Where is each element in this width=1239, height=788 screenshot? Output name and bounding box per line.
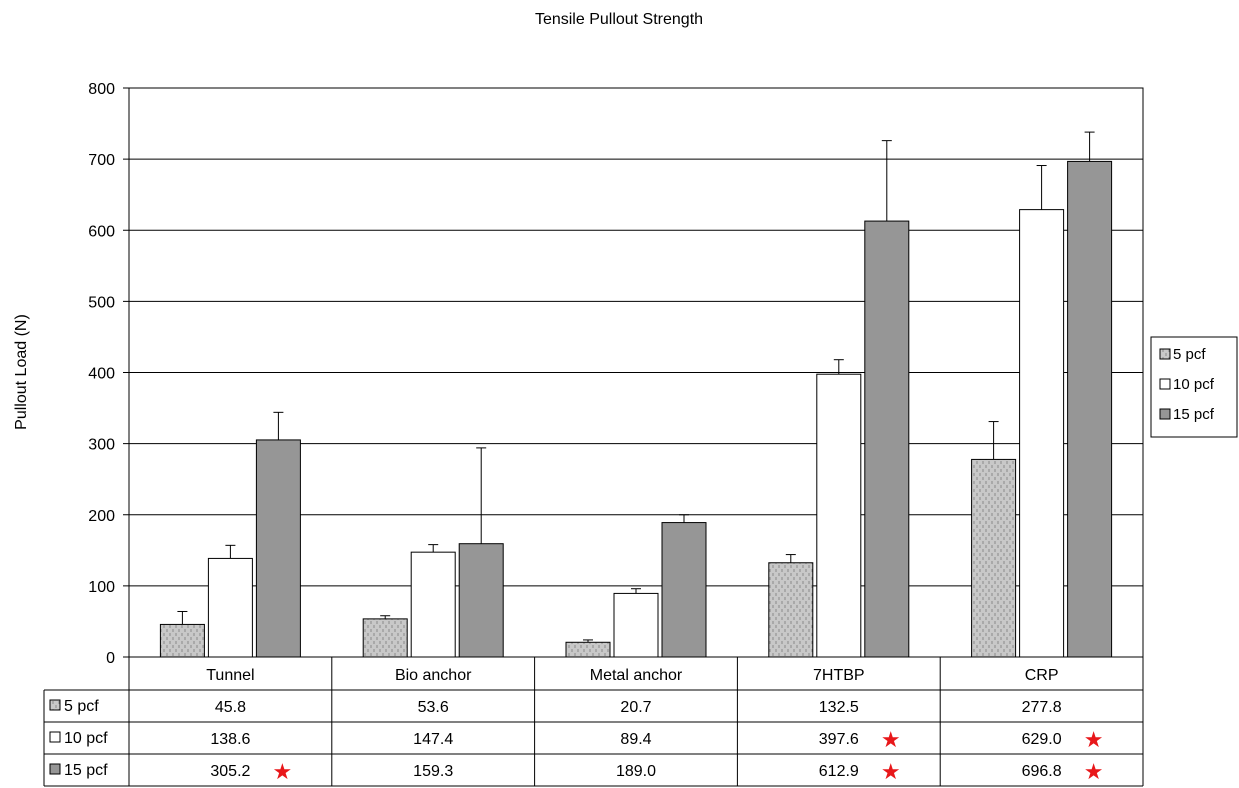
y-axis-label: Pullout Load (N) xyxy=(13,314,30,430)
bar-10-pcf-7htbp xyxy=(816,373,862,658)
y-axis-ticks: 0 100 200 300 400 500 600 700 800 xyxy=(88,81,129,667)
significance-star-icon: ★ xyxy=(273,759,293,784)
legend-entry: 15 pcf xyxy=(1173,406,1215,423)
data-label: 89.4 xyxy=(620,731,651,748)
bars xyxy=(159,160,1113,658)
data-label: 53.6 xyxy=(418,699,449,716)
bar-5-pcf-bio-anchor xyxy=(362,618,408,658)
legend: 5 pcf 10 pcf 15 pcf xyxy=(1150,336,1238,438)
error-bars xyxy=(177,131,1095,643)
legend-entry: 5 pcf xyxy=(1173,346,1206,363)
table-series-swatch xyxy=(49,763,61,775)
data-label: 189.0 xyxy=(616,763,656,780)
significance-star-icon: ★ xyxy=(1084,759,1104,784)
data-label: 147.4 xyxy=(413,731,453,748)
data-table: Tunnel Bio anchor Metal anchor 7HTBP CRP 5 pc… xyxy=(43,656,1144,787)
chart-title: Tensile Pullout Strength xyxy=(535,11,703,28)
bar-15-pcf-metal-anchor xyxy=(661,522,707,658)
bar-15-pcf-bio-anchor xyxy=(458,543,504,658)
legend-entry: 10 pcf xyxy=(1173,376,1215,393)
bar-15-pcf-crp xyxy=(1067,160,1113,658)
bar-5-pcf-metal-anchor xyxy=(565,641,611,658)
data-label: 132.5 xyxy=(819,699,859,716)
data-label: 138.6 xyxy=(210,731,250,748)
data-label: 629.0 xyxy=(1022,731,1062,748)
category-label: Tunnel xyxy=(206,667,254,684)
bar-15-pcf-tunnel xyxy=(255,439,301,658)
data-label: 305.2 xyxy=(210,763,250,780)
y-tick-label: 700 xyxy=(88,152,115,169)
legend-swatch xyxy=(1159,348,1171,360)
significance-star-icon: ★ xyxy=(881,727,901,752)
y-tick-label: 400 xyxy=(88,366,115,383)
legend-swatch xyxy=(1159,378,1171,390)
data-label: 397.6 xyxy=(819,731,859,748)
bar-15-pcf-7htbp xyxy=(864,220,910,658)
y-tick-label: 100 xyxy=(88,579,115,596)
table-series-swatch xyxy=(49,731,61,743)
y-tick-label: 800 xyxy=(88,81,115,98)
table-series-name: 15 pcf xyxy=(64,762,108,779)
data-label: 277.8 xyxy=(1022,699,1062,716)
bar-5-pcf-crp xyxy=(971,458,1017,658)
data-label: 20.7 xyxy=(620,699,651,716)
significance-star-icon: ★ xyxy=(881,759,901,784)
data-label: 612.9 xyxy=(819,763,859,780)
y-tick-label: 600 xyxy=(88,223,115,240)
category-label: 7HTBP xyxy=(813,667,865,684)
y-tick-label: 500 xyxy=(88,294,115,311)
bar-5-pcf-tunnel xyxy=(159,623,205,658)
y-tick-label: 0 xyxy=(106,650,115,667)
y-tick-label: 300 xyxy=(88,437,115,454)
table-series-name: 5 pcf xyxy=(64,698,99,715)
data-label: 45.8 xyxy=(215,699,246,716)
data-label: 696.8 xyxy=(1022,763,1062,780)
significance-star-icon: ★ xyxy=(1084,727,1104,752)
category-label: CRP xyxy=(1025,667,1059,684)
table-series-name: 10 pcf xyxy=(64,730,108,747)
bar-10-pcf-crp xyxy=(1019,209,1065,658)
category-label: Metal anchor xyxy=(590,667,683,684)
legend-swatch xyxy=(1159,408,1171,420)
bar-5-pcf-7htbp xyxy=(768,562,814,658)
y-tick-label: 200 xyxy=(88,508,115,525)
bar-10-pcf-tunnel xyxy=(207,557,253,658)
category-label: Bio anchor xyxy=(395,667,472,684)
table-series-swatch xyxy=(49,699,61,711)
bar-10-pcf-metal-anchor xyxy=(613,592,659,658)
data-label: 159.3 xyxy=(413,763,453,780)
bar-10-pcf-bio-anchor xyxy=(410,551,456,658)
